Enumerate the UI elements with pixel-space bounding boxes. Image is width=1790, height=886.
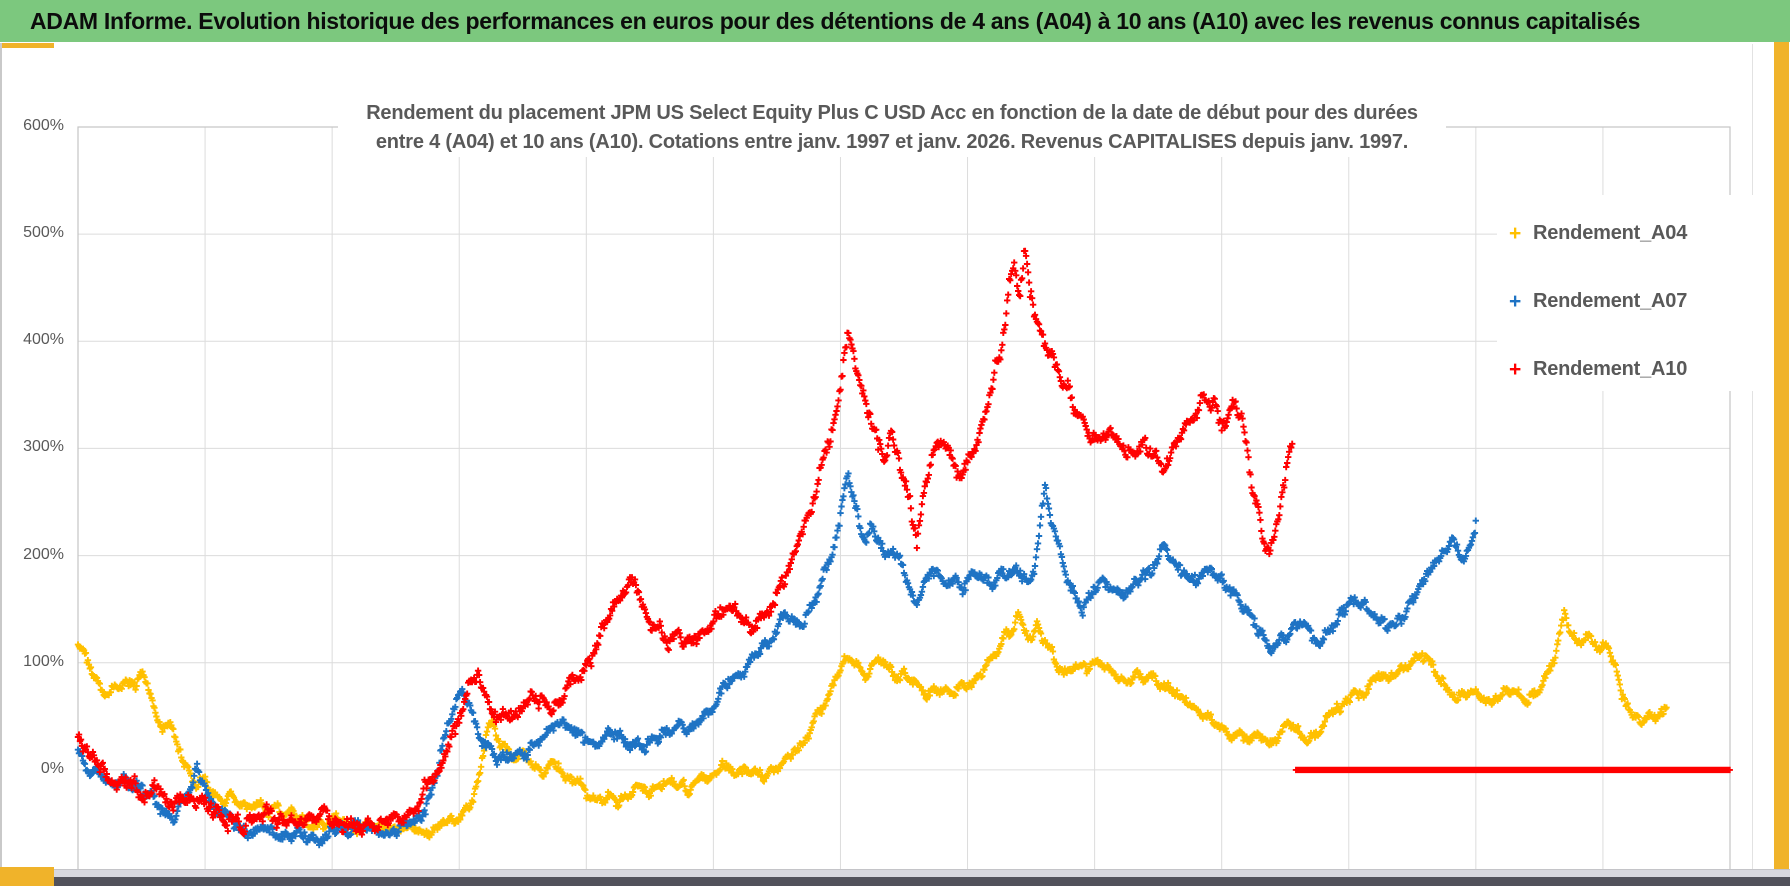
left-border [0,43,2,870]
plus-marker-icon: + [1509,289,1522,313]
y-axis-label: 300% [23,438,64,455]
chart-title-line2: entre 4 (A04) et 10 ans (A10). Cotations… [375,131,1409,153]
legend-label: Rendement_A10 [1533,357,1688,380]
header-accent-strip [2,43,54,48]
chart-title[interactable]: Rendement du placement JPM US Select Equ… [338,99,1446,157]
legend-item-a07[interactable]: + Rendement_A07 [1509,287,1687,315]
y-axis-label: 600% [23,117,64,134]
chart-plot-area[interactable] [0,43,1790,886]
y-axis-label: 0% [40,760,64,777]
series-rendement_a10 [74,247,1733,838]
plus-marker-icon: + [1509,221,1522,245]
y-axis-label: 500% [23,224,64,241]
statusbar-upper [0,869,1790,877]
series-rendement_a07 [74,470,1479,849]
bottom-statusbar [0,869,1790,886]
legend-label: Rendement_A07 [1533,289,1688,312]
legend-item-a04[interactable]: + Rendement_A04 [1509,219,1687,247]
plot-frame [77,126,1731,878]
chart-title-line1: Rendement du placement JPM US Select Equ… [366,102,1418,124]
legend-label: Rendement_A04 [1533,221,1688,244]
y-axis-label: 100% [23,653,64,670]
chart-right-divider [1752,44,1753,870]
legend-item-a10[interactable]: + Rendement_A10 [1509,355,1687,383]
y-axis-label: 400% [23,331,64,348]
statusbar-lower [0,877,1790,886]
chart-object[interactable]: Rendement du placement JPM US Select Equ… [0,43,1790,884]
bottom-left-accent [0,867,54,886]
app-header-title: ADAM Informe. Evolution historique des p… [30,7,1641,34]
plus-marker-icon: + [1509,357,1522,381]
vertical-scrollbar[interactable] [1774,42,1789,881]
app-header: ADAM Informe. Evolution historique des p… [0,0,1790,42]
y-axis-label: 200% [23,546,64,563]
legend[interactable]: + Rendement_A04 + Rendement_A07 + Rendem… [1497,195,1765,391]
series-rendement_a04 [74,607,1670,841]
